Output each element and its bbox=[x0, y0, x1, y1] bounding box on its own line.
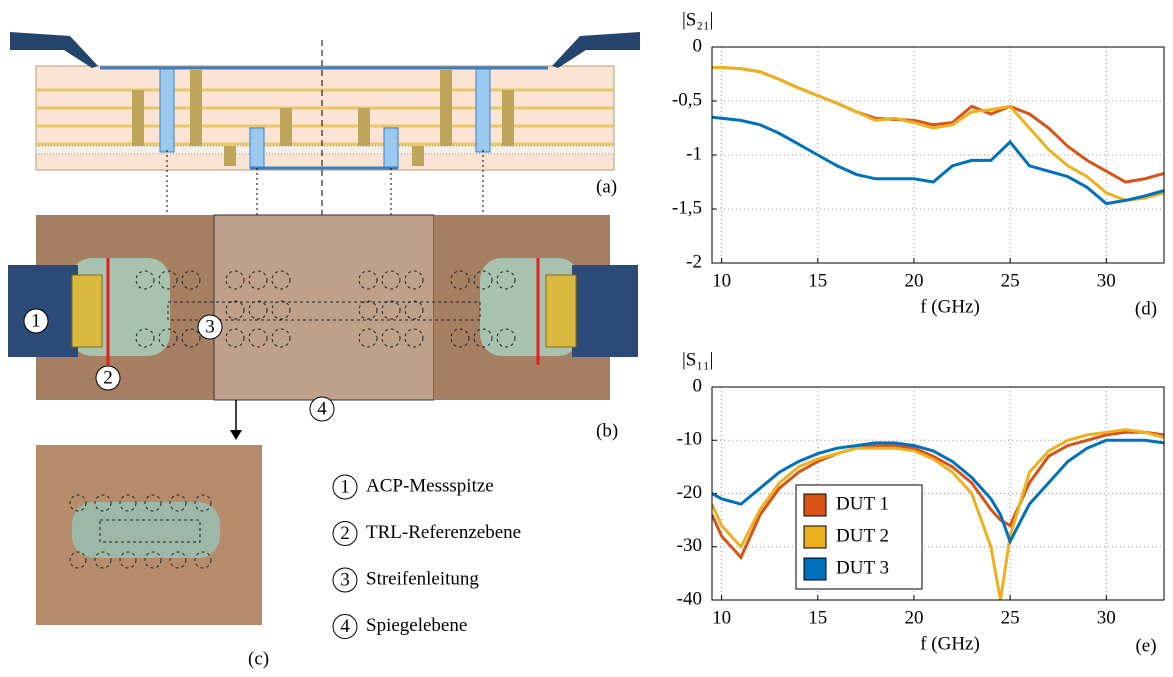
x-tick-label: 30 bbox=[1097, 607, 1116, 628]
number-marker bbox=[309, 396, 335, 422]
chart-title: |S₂₁| bbox=[682, 9, 713, 30]
number-label: 3 bbox=[340, 569, 350, 590]
legend-swatch bbox=[803, 557, 827, 581]
legend-swatch bbox=[803, 493, 827, 517]
legend-text: TRL-Referenzebene bbox=[366, 522, 521, 543]
number-marker bbox=[332, 521, 358, 546]
y-tick-label: -2 bbox=[686, 251, 702, 272]
panel-label: (d) bbox=[1135, 298, 1157, 319]
legend-label: DUT 3 bbox=[836, 557, 889, 578]
x-axis-label: f (GHz) bbox=[920, 633, 980, 654]
plot-frame bbox=[711, 386, 1165, 601]
number-label: 4 bbox=[340, 616, 350, 637]
x-tick-label: 15 bbox=[808, 607, 827, 628]
x-tick-label: 25 bbox=[1001, 270, 1020, 291]
series-line bbox=[712, 428, 1164, 600]
y-tick-label: -20 bbox=[677, 482, 702, 503]
x-tick-label: 25 bbox=[1001, 607, 1020, 628]
panel-label: (b) bbox=[596, 420, 618, 441]
number-label: 1 bbox=[340, 476, 350, 497]
y-tick-label: -10 bbox=[677, 429, 702, 450]
number-label: 1 bbox=[31, 310, 41, 331]
number-marker bbox=[23, 308, 49, 334]
legend-label: DUT 1 bbox=[836, 493, 889, 514]
plot-frame bbox=[711, 46, 1165, 264]
y-tick-label: -30 bbox=[677, 535, 702, 556]
x-tick-label: 20 bbox=[904, 270, 923, 291]
series-line bbox=[712, 115, 1164, 206]
number-label: 4 bbox=[317, 398, 327, 419]
x-axis-label: f (GHz) bbox=[920, 296, 980, 317]
legend-text: Spiegelebene bbox=[366, 615, 467, 636]
chart-title: |S₁₁| bbox=[682, 349, 713, 370]
number-label: 3 bbox=[205, 316, 215, 337]
series-line bbox=[712, 430, 1164, 561]
legend-label: DUT 2 bbox=[836, 525, 889, 546]
number-label: 2 bbox=[340, 523, 350, 544]
series-line bbox=[712, 438, 1164, 546]
legend-text: ACP-Messspitze bbox=[366, 475, 494, 496]
cross-section bbox=[10, 32, 640, 400]
y-tick-label: -40 bbox=[677, 588, 702, 609]
legend-text: Streifenleitung bbox=[366, 568, 479, 589]
zoom-photo bbox=[36, 445, 262, 625]
panel-label: (a) bbox=[596, 176, 617, 197]
x-tick-label: 30 bbox=[1097, 270, 1116, 291]
x-tick-label: 20 bbox=[904, 607, 923, 628]
x-tick-label: 10 bbox=[712, 607, 731, 628]
panel-label: (e) bbox=[1135, 635, 1156, 656]
y-tick-label: 0 bbox=[693, 375, 703, 396]
number-marker bbox=[332, 567, 358, 593]
y-tick-label: 0 bbox=[693, 35, 703, 56]
x-tick-label: 15 bbox=[808, 270, 827, 291]
y-tick-label: -0,5 bbox=[672, 89, 702, 110]
number-marker bbox=[332, 474, 358, 500]
photo bbox=[8, 214, 638, 440]
y-tick-label: -1 bbox=[686, 143, 702, 164]
legend-swatch bbox=[803, 525, 827, 549]
number-marker bbox=[95, 365, 121, 391]
series-line bbox=[712, 66, 1164, 202]
x-tick-label: 10 bbox=[712, 270, 731, 291]
y-tick-label: -1,5 bbox=[672, 197, 702, 218]
number-label: 2 bbox=[103, 367, 113, 388]
number-marker bbox=[332, 614, 358, 639]
number-marker bbox=[197, 314, 223, 340]
panel-label: (c) bbox=[248, 648, 269, 669]
